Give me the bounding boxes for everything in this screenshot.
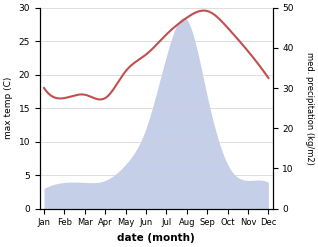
Y-axis label: max temp (C): max temp (C): [4, 77, 13, 139]
X-axis label: date (month): date (month): [117, 233, 195, 243]
Y-axis label: med. precipitation (kg/m2): med. precipitation (kg/m2): [305, 52, 314, 165]
